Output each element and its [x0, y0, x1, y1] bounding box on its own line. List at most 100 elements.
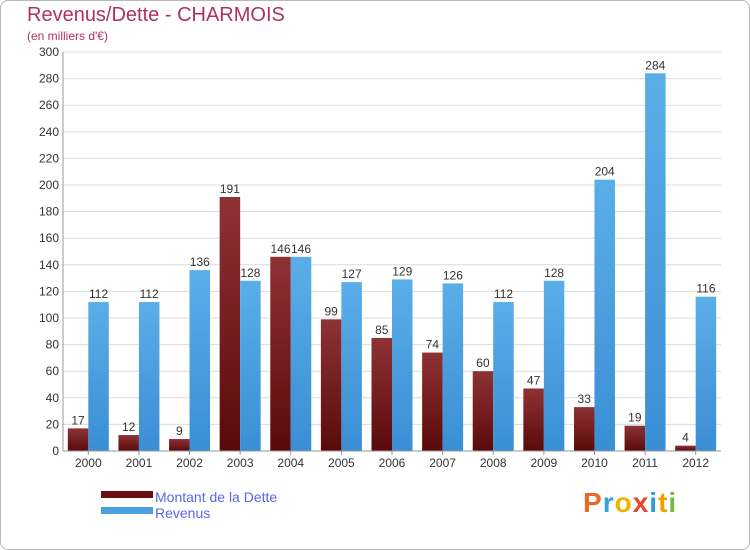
- y-tick-label: 20: [46, 417, 60, 431]
- data-label-revenus-2005: 127: [342, 267, 362, 281]
- bar-debt-2000: [67, 428, 89, 451]
- y-tick-label: 40: [46, 391, 60, 405]
- bar-debt-2011: [624, 425, 646, 451]
- data-label-revenus-2007: 126: [443, 268, 463, 282]
- y-tick-label: 300: [39, 45, 59, 59]
- bar-debt-2005: [320, 319, 342, 451]
- bar-revenus-2002: [189, 270, 211, 451]
- bar-debt-2006: [371, 337, 392, 451]
- y-tick-label: 200: [39, 178, 59, 192]
- bar-revenus-2006: [392, 279, 413, 451]
- data-label-debt-2011: 19: [628, 411, 642, 425]
- y-tick-label: 280: [39, 72, 59, 86]
- data-label-debt-2003: 191: [220, 182, 240, 196]
- bar-revenus-2005: [341, 282, 362, 451]
- data-label-debt-2010: 33: [578, 392, 592, 406]
- bar-revenus-2008: [493, 302, 514, 451]
- y-tick-label: 0: [52, 444, 59, 458]
- y-tick-label: 60: [46, 364, 60, 378]
- x-tick-label: 2005: [328, 456, 355, 470]
- data-label-revenus-2006: 129: [392, 264, 412, 278]
- bar-debt-2004: [270, 256, 291, 451]
- y-tick-label: 260: [39, 98, 59, 112]
- legend-swatch-debt: [101, 491, 153, 498]
- data-label-debt-2000: 17: [71, 413, 85, 427]
- data-label-revenus-2010: 204: [595, 165, 615, 179]
- data-label-revenus-2008: 112: [494, 287, 513, 301]
- axis-layer: 0 20 40 60 80 100 120 140 160 180 200 220 240 260 280 3…: [39, 45, 721, 470]
- logo-letter: r: [602, 487, 615, 518]
- data-label-debt-2012: 4: [682, 431, 689, 445]
- proxiti-logo: Proxiti: [583, 487, 677, 519]
- bar-debt-2001: [118, 435, 139, 451]
- bar-revenus-2011: [645, 73, 666, 451]
- x-tick-label: 2007: [429, 456, 456, 470]
- bar-revenus-2010: [594, 179, 615, 451]
- logo-letter: o: [614, 487, 633, 518]
- logo-letter: i: [649, 487, 659, 518]
- y-tick-label: 120: [39, 284, 59, 298]
- x-tick-label: 2010: [581, 456, 608, 470]
- bar-debt-2008: [472, 371, 494, 451]
- bar-revenus-2004: [290, 256, 312, 451]
- x-tick-label: 2008: [480, 456, 507, 470]
- bar-revenus-2003: [240, 280, 261, 451]
- data-label-debt-2004: 146: [271, 242, 291, 256]
- x-tick-label: 2001: [126, 456, 153, 470]
- data-label-debt-2005: 99: [324, 304, 338, 318]
- bar-debt-2003: [219, 196, 241, 451]
- logo-letter: i: [668, 487, 678, 518]
- data-label-debt-2002: 9: [176, 424, 183, 438]
- y-tick-label: 140: [39, 258, 59, 272]
- x-tick-label: 2011: [632, 456, 658, 470]
- legend-label-revenus: Revenus: [155, 505, 211, 521]
- chart-title: Revenus/Dette - CHARMOIS: [27, 4, 285, 26]
- logo-letter: P: [583, 487, 603, 518]
- bar-revenus-2012: [695, 296, 717, 451]
- y-tick-label: 100: [39, 311, 59, 325]
- data-label-debt-2001: 12: [122, 420, 136, 434]
- bar-revenus-2009: [543, 280, 565, 451]
- data-label-debt-2007: 74: [426, 338, 440, 352]
- bars-layer: [67, 73, 717, 451]
- data-label-revenus-2009: 128: [544, 266, 564, 280]
- x-tick-label: 2004: [277, 456, 304, 470]
- data-label-revenus-2000: 112: [89, 287, 108, 301]
- y-tick-label: 220: [39, 151, 59, 165]
- legend-label-debt: Montant de la Dette: [155, 489, 278, 505]
- logo-letter: x: [632, 487, 650, 518]
- bar-debt-2007: [422, 352, 443, 451]
- x-tick-label: 2012: [682, 456, 709, 470]
- data-label-revenus-2003: 128: [240, 266, 260, 280]
- bar-debt-2012: [675, 445, 696, 451]
- x-tick-label: 2000: [75, 456, 102, 470]
- x-tick-label: 2006: [379, 456, 406, 470]
- y-tick-label: 160: [39, 231, 59, 245]
- bar-debt-2009: [523, 388, 544, 451]
- data-label-revenus-2004: 146: [291, 242, 311, 256]
- data-label-revenus-2012: 116: [696, 282, 715, 296]
- labels-layer: 17 112 12 112 9 136 191 128 146 146 99 127 85 129 74 12…: [71, 58, 715, 444]
- bar-revenus-2000: [88, 302, 109, 451]
- bar-revenus-2007: [442, 283, 464, 451]
- data-label-revenus-2011: 284: [645, 58, 665, 72]
- x-tick-label: 2003: [227, 456, 254, 470]
- data-label-debt-2008: 60: [476, 356, 490, 370]
- x-tick-label: 2009: [530, 456, 557, 470]
- bar-debt-2002: [169, 439, 190, 451]
- y-tick-label: 240: [39, 125, 59, 139]
- logo-letter: t: [658, 487, 669, 518]
- data-label-revenus-2001: 112: [140, 287, 159, 301]
- legend-swatch-revenus: [101, 507, 153, 514]
- y-tick-label: 80: [46, 338, 60, 352]
- data-label-revenus-2002: 136: [190, 255, 210, 269]
- data-label-debt-2006: 85: [375, 323, 389, 337]
- x-tick-label: 2002: [176, 456, 203, 470]
- chart-subtitle: (en milliers d'€): [27, 29, 108, 43]
- bar-debt-2010: [573, 407, 595, 451]
- data-label-debt-2009: 47: [527, 373, 541, 387]
- bar-revenus-2001: [138, 302, 160, 451]
- y-tick-label: 180: [39, 205, 59, 219]
